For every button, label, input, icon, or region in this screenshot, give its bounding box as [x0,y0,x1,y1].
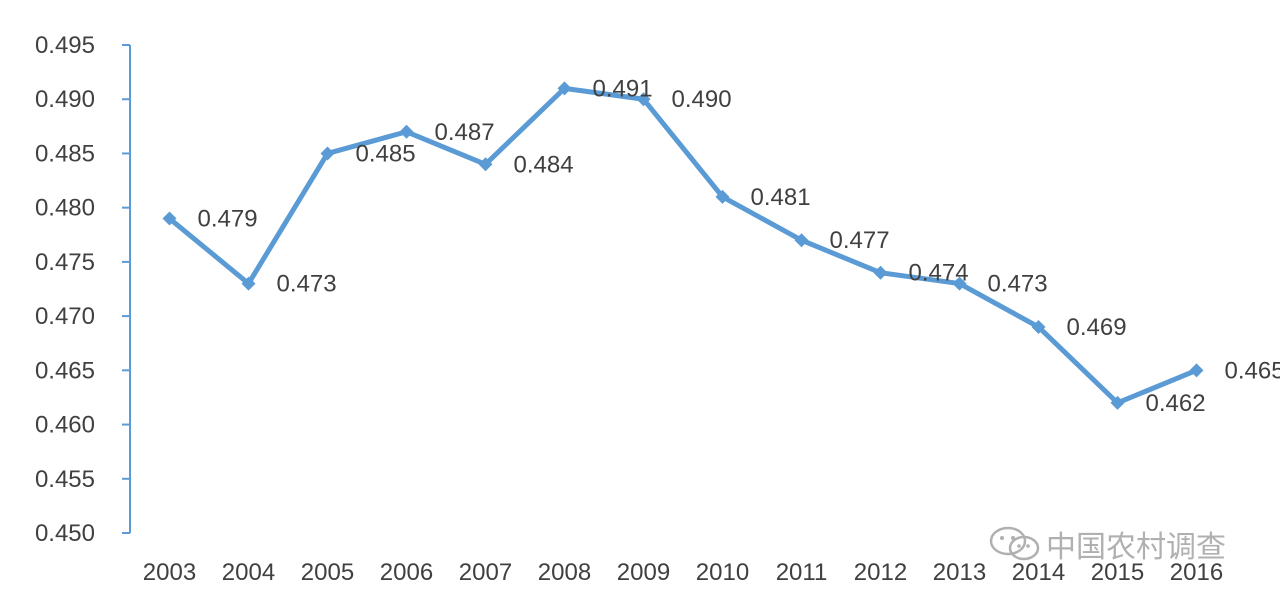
data-point [1110,395,1125,410]
data-label: 0.473 [277,271,337,298]
data-point [478,157,493,172]
data-label: 0.473 [988,271,1048,298]
x-axis: 2003 2004 2005 2006 2007 2008 2009 2010 2011 2012… [143,559,1223,586]
y-tick-label: 0.490 [35,86,95,113]
data-point [557,81,572,96]
data-point [162,211,177,226]
y-tick-label: 0.460 [35,412,95,439]
x-tick-label: 2009 [617,559,670,586]
y-tick-label: 0.475 [35,249,95,276]
data-label: 0.484 [514,151,574,178]
x-tick-label: 2014 [1012,559,1065,586]
data-point [794,233,809,248]
x-tick-label: 2008 [538,559,591,586]
watermark-text: 中国农村调查 [1046,530,1226,565]
data-point [1031,319,1046,334]
y-tick-label: 0.485 [35,140,95,167]
wechat-icon [989,526,1040,561]
x-tick-label: 2015 [1091,559,1144,586]
data-point [320,146,335,161]
data-point [241,276,256,291]
x-tick-label: 2005 [301,559,354,586]
data-point [399,124,414,139]
y-tick-label: 0.470 [35,303,95,330]
y-axis: 0.450 0.455 0.460 0.465 0.470 0.475 0.480 0.485… [35,32,131,547]
data-point [952,276,967,291]
series-line [167,85,1199,406]
x-tick-label: 2010 [696,559,749,586]
data-label: 0.490 [672,86,732,113]
data-label: 0.477 [830,227,890,254]
x-tick-label: 2003 [143,559,196,586]
data-label: 0.465 [1225,357,1280,384]
data-label: 0.485 [356,140,416,167]
watermark: 中国农村调查 [988,524,1226,565]
data-labels: 0.479 0.473 0.485 0.487 0.484 0.491 0.490 0.481… [198,75,1280,416]
data-label: 0.481 [751,184,811,211]
x-tick-label: 2011 [776,559,828,586]
x-tick-label: 2004 [222,559,275,586]
x-tick-label: 2013 [933,559,986,586]
data-label: 0.462 [1146,390,1206,417]
y-tick-label: 0.495 [35,32,95,59]
x-tick-label: 2016 [1170,559,1223,586]
y-tick-label: 0.450 [35,520,95,547]
y-tick-label: 0.455 [35,466,95,493]
data-label: 0.487 [435,119,495,146]
x-tick-label: 2007 [459,559,512,586]
x-tick-label: 2012 [854,559,907,586]
x-tick-label: 2006 [380,559,433,586]
data-label: 0.491 [593,75,653,102]
series-line-group [162,81,1204,410]
data-point [636,92,651,107]
data-point [715,189,730,204]
data-point [873,265,888,280]
data-label: 0.479 [198,206,258,233]
data-label: 0.469 [1067,314,1127,341]
y-tick-label: 0.480 [35,195,95,222]
data-point [1189,363,1204,378]
y-tick-label: 0.465 [35,357,95,384]
data-label: 0.474 [909,260,969,287]
